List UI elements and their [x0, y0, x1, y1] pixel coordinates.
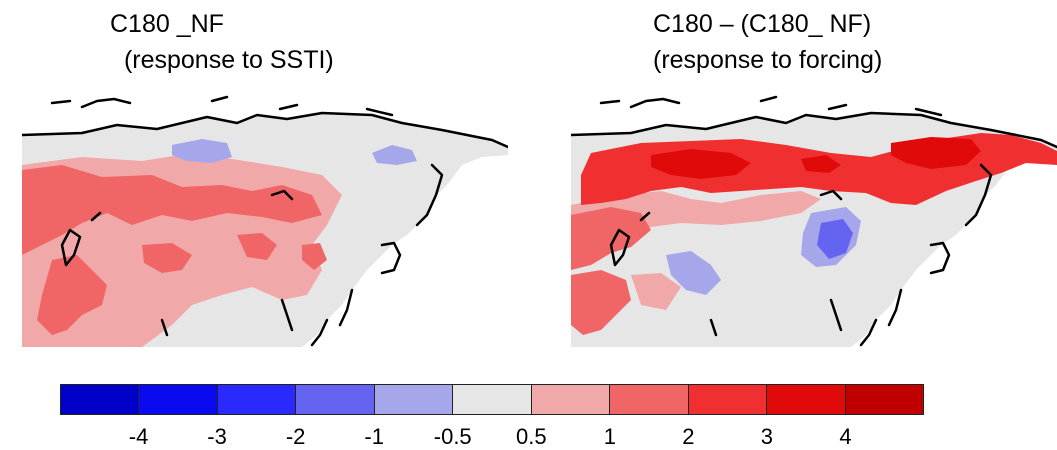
colorbar-swatch — [531, 385, 611, 414]
coastlines — [22, 95, 508, 347]
colorbar-tick-label: -3 — [207, 424, 227, 449]
cool-anomaly-medium — [817, 219, 853, 259]
colorbar-swatch — [688, 385, 768, 414]
coastlines — [571, 95, 1057, 347]
colorbar-swatch — [217, 385, 297, 414]
left-panel-title: C180 _NF — [110, 10, 224, 38]
warm-anomaly-max — [651, 137, 981, 179]
left-anomaly-map — [22, 95, 508, 347]
colorbar-swatch — [139, 385, 218, 414]
warm-anomaly-light — [571, 191, 821, 310]
colorbar-tick-label: -4 — [128, 424, 149, 449]
warm-anomaly-medium — [571, 207, 651, 335]
colorbar-swatch — [296, 385, 375, 414]
colorbar-tick-label: -1 — [364, 424, 384, 449]
colorbar-swatch — [610, 385, 689, 414]
right-panel-title: C180 – (C180_ NF) — [653, 10, 872, 38]
colorbar — [60, 384, 924, 415]
right-anomaly-map — [571, 95, 1057, 347]
colorbar-tick-label: -0.5 — [433, 424, 472, 449]
colorbar-tick-label: -2 — [285, 424, 306, 449]
warm-anomaly-medium — [22, 165, 327, 335]
cool-anomaly — [172, 139, 417, 165]
colorbar-swatch — [61, 385, 140, 414]
colorbar-tick-label: 2 — [682, 424, 695, 449]
colorbar-swatch — [767, 385, 846, 414]
colorbar-swatch — [374, 385, 454, 414]
colorbar-tick-label: 4 — [839, 424, 852, 449]
right-panel-subtitle: (response to forcing) — [653, 46, 883, 74]
colorbar-tick-label: 1 — [603, 424, 616, 449]
colorbar-swatch — [453, 385, 532, 414]
colorbar-swatch — [845, 385, 923, 414]
colorbar-tick-label: 0.5 — [515, 424, 547, 449]
left-panel-subtitle: (response to SSTI) — [117, 46, 334, 74]
colorbar-tick-label: 3 — [760, 424, 774, 449]
